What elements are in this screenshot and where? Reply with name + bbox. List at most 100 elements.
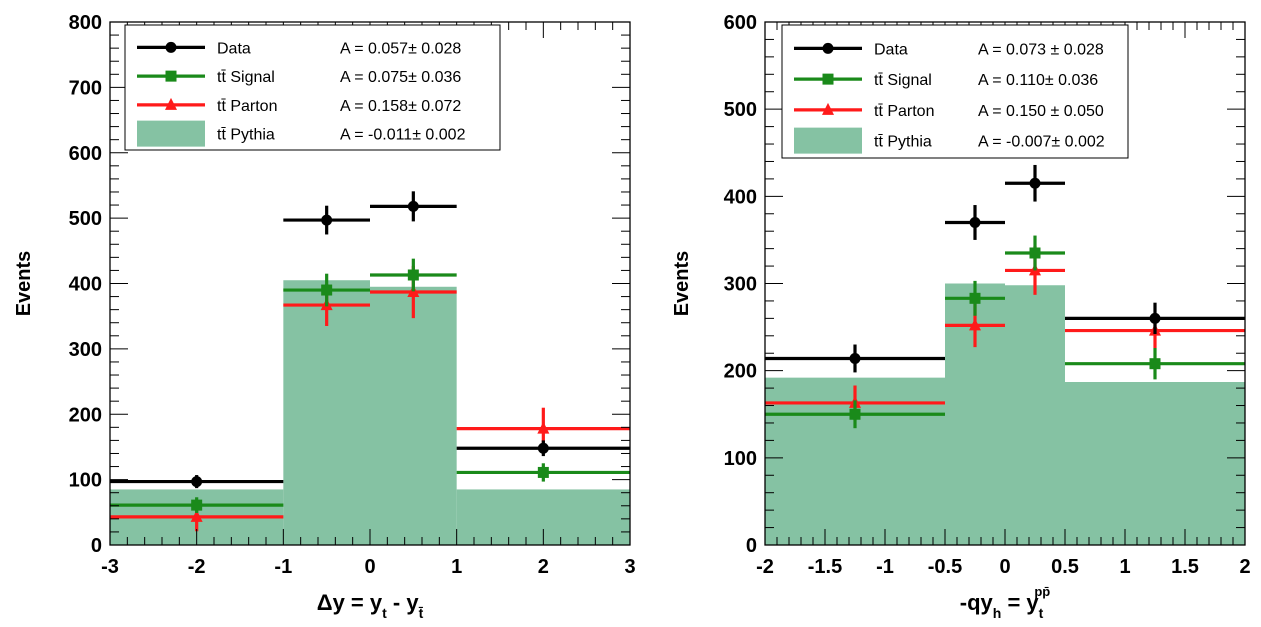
y-axis-label: Events: [13, 251, 35, 317]
x-tick-label: 2: [538, 556, 549, 578]
signal-point: [321, 284, 333, 296]
signal-point: [1149, 358, 1161, 370]
x-label-mid: - y: [387, 590, 420, 615]
x-label-sub: t: [382, 605, 387, 621]
legend-data-marker: [165, 41, 177, 53]
x-tick-label: 0: [364, 556, 375, 578]
data-series: [765, 164, 1245, 373]
y-tick-label: 400: [724, 186, 757, 208]
x-label-main: Δy = y: [317, 590, 383, 615]
legend-signal-marker: [165, 70, 177, 82]
legend-label: Data: [874, 41, 908, 58]
x-tick-label: -1.5: [808, 556, 842, 578]
legend-asymmetry: A = 0.057± 0.028: [340, 40, 461, 57]
y-tick-label: 400: [69, 274, 102, 296]
data-point: [1029, 177, 1041, 189]
x-tick-label: -1: [876, 556, 894, 578]
x-tick-label: 0.5: [1051, 556, 1079, 578]
data-point: [407, 200, 419, 212]
legend-signal-marker: [822, 73, 834, 85]
left-panel: 0 100 200 300 400 500 600 700 800 -3 -2 -1 0 1 2 3 Event…: [13, 12, 636, 621]
signal-point: [191, 499, 203, 511]
legend-label: tt̄ Pythia: [874, 134, 932, 151]
y-tick-label: 0: [91, 535, 102, 557]
x-tick-label: 1: [451, 556, 462, 578]
y-axis-label: Events: [671, 251, 693, 317]
y-tick-label: 600: [69, 143, 102, 165]
signal-point: [849, 408, 861, 420]
legend-asymmetry: A = 0.110± 0.036: [978, 72, 1098, 89]
legend-asymmetry: A = 0.073 ± 0.028: [978, 41, 1104, 58]
data-series: [110, 191, 630, 489]
x-tick-label: 1: [1119, 556, 1130, 578]
legend-parton-marker: [165, 97, 177, 110]
legend-data-marker: [822, 42, 834, 54]
y-tick-label: 100: [724, 448, 757, 470]
right-panel: 0 100 200 300 400 500 600 -2 -1.5 -1 -0.5 0 0.5 1 1.5 2…: [671, 12, 1251, 621]
x-label-sub: t̄: [418, 605, 424, 621]
pythia-bar: [1065, 381, 1245, 545]
data-point: [969, 216, 981, 228]
legend-label: tt̄ Signal: [874, 72, 932, 89]
legend-parton-marker: [822, 102, 834, 115]
x-label-mid: = y: [1001, 590, 1039, 615]
legend-pythia-swatch: [137, 120, 205, 147]
legend-pythia-swatch: [794, 127, 862, 154]
legend-label: Data: [217, 40, 251, 57]
y-tick-label: 200: [69, 404, 102, 426]
data-point: [849, 352, 861, 364]
legend-label: tt̄ Parton: [217, 98, 277, 115]
x-tick-label: 2: [1239, 556, 1250, 578]
legend-asymmetry: A = -0.007± 0.002: [978, 134, 1105, 151]
legend-asymmetry: A = -0.011± 0.002: [340, 127, 466, 144]
y-tick-label: 500: [724, 99, 757, 121]
legend: Data A = 0.073 ± 0.028 tt̄ Signal A = 0.110…: [781, 24, 1129, 159]
x-tick-label: 3: [624, 556, 635, 578]
data-point: [537, 442, 549, 454]
legend-asymmetry: A = 0.075± 0.036: [340, 69, 461, 86]
parton-point: [969, 318, 981, 331]
x-label-sub: h: [993, 605, 1002, 621]
y-tick-label: 800: [69, 12, 102, 34]
legend-label: tt̄ Pythia: [217, 127, 275, 144]
x-tick-label: 1.5: [1171, 556, 1199, 578]
signal-point: [407, 269, 419, 281]
legend-label: tt̄ Parton: [874, 103, 934, 120]
data-point: [191, 476, 203, 488]
y-tick-label: 200: [724, 361, 757, 383]
x-tick-label: -0.5: [928, 556, 962, 578]
signal-point: [1029, 247, 1041, 259]
y-axis: 0 100 200 300 400 500 600: [724, 12, 1245, 557]
x-label-sup: pp̄: [1034, 584, 1050, 599]
legend-asymmetry: A = 0.158± 0.072: [340, 98, 461, 115]
data-point: [1149, 312, 1161, 324]
data-point: [321, 214, 333, 226]
pythia-bar: [1005, 285, 1065, 545]
y-tick-label: 300: [69, 339, 102, 361]
y-tick-label: 300: [724, 274, 757, 296]
x-tick-label: 0: [999, 556, 1010, 578]
x-tick-label: -3: [101, 556, 119, 578]
x-tick-label: -2: [188, 556, 206, 578]
y-tick-label: 100: [69, 470, 102, 492]
signal-point: [537, 466, 549, 478]
legend-asymmetry: A = 0.150 ± 0.050: [978, 103, 1104, 120]
y-tick-label: 700: [69, 77, 102, 99]
signal-point: [969, 292, 981, 304]
x-label-sub: t: [1039, 605, 1044, 621]
y-tick-label: 0: [746, 535, 757, 557]
parton-point: [537, 421, 550, 434]
x-tick-label: -1: [274, 556, 292, 578]
x-axis-label: Δy = yt - yt̄: [317, 590, 424, 621]
x-tick-label: -2: [756, 556, 774, 578]
pythia-bar: [370, 286, 457, 545]
parton-point: [190, 509, 203, 522]
y-tick-label: 500: [69, 208, 102, 230]
signal-series: [110, 258, 630, 513]
x-axis-label: -qyh = yt pp̄: [960, 584, 1050, 621]
legend-label: tt̄ Signal: [217, 69, 275, 86]
y-tick-label: 600: [724, 12, 757, 34]
x-label-main: -qy: [960, 590, 994, 615]
signal-series: [765, 235, 1245, 429]
